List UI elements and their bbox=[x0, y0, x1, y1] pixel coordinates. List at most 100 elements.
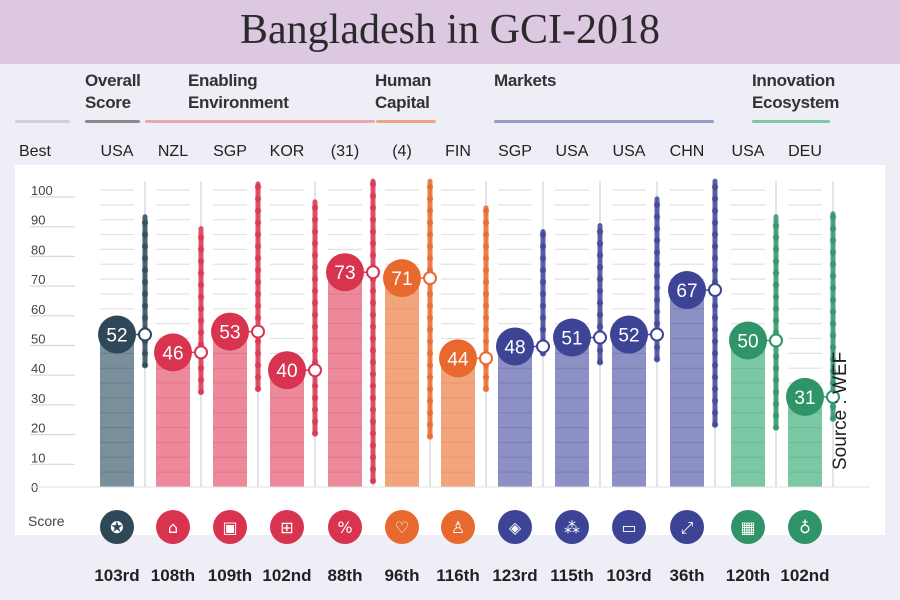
score-value: 44 bbox=[447, 349, 469, 370]
bar bbox=[612, 332, 646, 487]
distribution-dot bbox=[311, 264, 319, 271]
distribution-dot bbox=[711, 314, 719, 321]
score-bubble bbox=[729, 321, 767, 360]
distribution-dot bbox=[596, 359, 604, 366]
distribution-dot bbox=[482, 207, 490, 214]
distribution-dot bbox=[829, 379, 837, 387]
distribution-dot bbox=[311, 394, 319, 402]
innovation-lightbulb-icon bbox=[788, 510, 822, 544]
distribution-dot bbox=[141, 266, 149, 274]
distribution-dot bbox=[653, 225, 661, 232]
distribution-dot bbox=[197, 305, 205, 312]
group-line-axis bbox=[15, 120, 70, 123]
best-country-label: USA bbox=[731, 143, 765, 160]
y-tick-label: 30 bbox=[31, 391, 45, 406]
distribution-dot bbox=[711, 373, 719, 381]
distribution-dot bbox=[829, 367, 837, 375]
distribution-dot bbox=[426, 314, 434, 321]
distribution-dot bbox=[596, 275, 604, 283]
distribution-dot bbox=[426, 350, 434, 357]
distribution-dot bbox=[311, 347, 319, 354]
distribution-dot bbox=[653, 344, 661, 351]
distribution-dot bbox=[829, 225, 837, 232]
distribution-dot bbox=[829, 332, 837, 339]
distribution-dot bbox=[772, 281, 780, 289]
distribution-dot bbox=[141, 255, 149, 262]
distribution-dot bbox=[829, 249, 837, 256]
best-country-label: FIN bbox=[445, 143, 471, 160]
distribution-dot bbox=[772, 234, 780, 241]
distribution-dot bbox=[596, 228, 604, 235]
distribution-dot bbox=[596, 252, 604, 259]
best-country-label: (4) bbox=[392, 143, 412, 160]
distribution-dot bbox=[711, 219, 719, 226]
distribution-dot bbox=[369, 359, 377, 366]
y-tick-label: 80 bbox=[31, 242, 45, 257]
distribution-dot bbox=[426, 421, 434, 428]
distribution-dot bbox=[539, 266, 547, 274]
distribution-dot bbox=[711, 302, 719, 310]
group-line-human bbox=[376, 120, 436, 123]
bangladesh-marker bbox=[308, 363, 322, 378]
distribution-dot bbox=[311, 287, 319, 295]
distribution-dot bbox=[772, 305, 780, 312]
distribution-dot bbox=[829, 320, 837, 327]
distribution-dot bbox=[426, 207, 434, 214]
distribution-dot bbox=[653, 201, 661, 209]
distribution-dot bbox=[369, 180, 377, 188]
distribution-dot bbox=[482, 385, 490, 393]
distribution-dot bbox=[197, 317, 205, 324]
award-rosette-icon-glyph: ✪ bbox=[110, 518, 123, 537]
distribution-dot bbox=[369, 465, 377, 473]
distribution-dot bbox=[197, 234, 205, 241]
bangladesh-marker bbox=[593, 330, 607, 345]
title-banner bbox=[0, 0, 900, 64]
market-size-expand-icon bbox=[670, 510, 704, 544]
ict-chip-icon-glyph: ⊞ bbox=[280, 518, 293, 537]
distribution-dot bbox=[711, 255, 719, 262]
distribution-dot bbox=[369, 477, 377, 485]
distribution-dot bbox=[829, 344, 837, 351]
bangladesh-marker bbox=[536, 339, 550, 354]
market-size-expand-icon-glyph: ⤢ bbox=[681, 518, 694, 537]
best-country-label: CHN bbox=[669, 143, 705, 160]
bangladesh-marker bbox=[366, 265, 380, 280]
distribution-dot bbox=[369, 192, 377, 200]
labour-market-people-icon bbox=[555, 510, 589, 544]
distribution-dot bbox=[426, 397, 434, 405]
bangladesh-marker bbox=[194, 345, 208, 360]
y-tick-label: 60 bbox=[31, 302, 45, 317]
distribution-dot bbox=[311, 228, 319, 235]
distribution-dot bbox=[596, 323, 604, 330]
distribution-dot bbox=[141, 302, 149, 310]
distribution-dot bbox=[539, 326, 547, 333]
distribution-dot bbox=[653, 261, 661, 268]
distribution-dot bbox=[711, 350, 719, 357]
score-value: 40 bbox=[276, 361, 297, 382]
score-bubble bbox=[610, 315, 648, 354]
distribution-dot bbox=[426, 302, 434, 310]
distribution-dot bbox=[772, 424, 780, 431]
distribution-dot bbox=[539, 243, 547, 250]
distribution-dot bbox=[426, 326, 434, 333]
distribution-dot bbox=[369, 252, 377, 259]
distribution-dot bbox=[482, 219, 490, 226]
distribution-dot bbox=[482, 266, 490, 274]
distribution-dot bbox=[369, 287, 377, 295]
distribution-dot bbox=[311, 252, 319, 259]
distribution-dot bbox=[311, 299, 319, 307]
y-tick-label: 20 bbox=[31, 421, 45, 436]
distribution-dot bbox=[311, 406, 319, 413]
score-value: 46 bbox=[162, 343, 183, 364]
best-country-label: KOR bbox=[269, 143, 305, 160]
distribution-dot bbox=[539, 255, 547, 262]
rank-label: 96th bbox=[384, 566, 420, 585]
y-tick-label: 90 bbox=[31, 213, 45, 228]
distribution-dot bbox=[197, 269, 205, 277]
distribution-dot bbox=[197, 293, 205, 301]
distribution-dot bbox=[482, 326, 490, 333]
distribution-dot bbox=[369, 216, 377, 223]
group-line-overall bbox=[85, 120, 140, 123]
macro-stability-percent-icon-glyph: % bbox=[337, 518, 352, 537]
distribution-dot bbox=[254, 290, 262, 298]
